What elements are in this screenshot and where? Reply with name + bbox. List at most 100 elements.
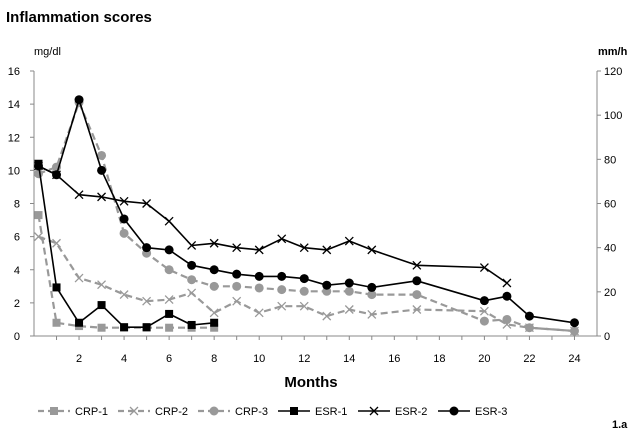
legend-item-esr-1: ESR-1 — [278, 406, 347, 418]
data-point-crp-3 — [277, 285, 287, 295]
legend-marker-crp-2 — [129, 406, 139, 416]
legend-label-esr-1: ESR-1 — [315, 406, 347, 418]
data-point-crp-2 — [187, 288, 197, 298]
data-point-esr-3 — [209, 265, 219, 275]
data-point-crp-3 — [34, 169, 44, 179]
data-point-crp-3 — [254, 283, 264, 293]
data-point-crp-3 — [299, 286, 309, 296]
x-tick-label: 2 — [76, 353, 82, 365]
data-point-esr-2 — [142, 199, 152, 208]
x-tick-label: 18 — [433, 353, 445, 365]
data-point-esr-3 — [502, 291, 512, 301]
data-point-crp-3 — [569, 326, 579, 336]
left-tick-label: 14 — [8, 99, 20, 111]
data-point-esr-2 — [299, 243, 309, 253]
data-point-crp-2 — [74, 273, 84, 283]
data-point-esr-2 — [479, 263, 489, 273]
x-tick-label: 14 — [343, 353, 355, 365]
data-point-crp-1 — [165, 323, 174, 332]
right-tick-label: 20 — [604, 287, 616, 299]
data-point-esr-3 — [34, 161, 44, 171]
series-line-esr-1 — [37, 163, 215, 328]
data-point-crp-2 — [209, 308, 219, 318]
legend-item-crp-3: CRP-3 — [198, 406, 268, 418]
data-point-esr-3 — [97, 165, 107, 175]
data-point-esr-3 — [569, 318, 579, 328]
legend-label-crp-1: CRP-1 — [75, 406, 108, 418]
left-tick-label: 0 — [14, 331, 20, 343]
data-point-esr-3 — [524, 311, 534, 321]
figure-label: 1.a — [612, 419, 628, 431]
right-tick-label: 60 — [604, 199, 616, 211]
left-axis-unit: mg/dl — [34, 46, 61, 58]
data-point-esr-1 — [210, 318, 219, 327]
data-point-esr-2 — [164, 216, 174, 226]
data-point-esr-3 — [74, 95, 84, 105]
data-point-esr-3 — [164, 245, 174, 255]
data-point-esr-1 — [165, 309, 174, 318]
legend: CRP-1 CRP-2 CRP-3 ESR-1 ESR-2 ESR-3 — [38, 406, 507, 418]
x-tick-label: 24 — [568, 353, 580, 365]
data-point-crp-2 — [254, 308, 264, 318]
left-tick-label: 4 — [14, 265, 20, 277]
left-tick-label: 8 — [14, 199, 20, 211]
data-point-esr-1 — [75, 318, 84, 327]
legend-label-esr-3: ESR-3 — [475, 406, 507, 418]
data-point-esr-3 — [412, 276, 422, 286]
data-point-crp-1 — [97, 323, 106, 332]
legend-label-crp-2: CRP-2 — [155, 406, 188, 418]
data-point-crp-2 — [119, 290, 129, 300]
data-point-crp-2 — [367, 310, 377, 319]
legend-marker-esr-3 — [449, 406, 459, 416]
right-tick-label: 40 — [604, 243, 616, 255]
data-point-crp-3 — [524, 323, 534, 333]
series-crp-3 — [34, 97, 579, 336]
data-point-esr-2 — [254, 245, 264, 255]
x-axis-label: Months — [284, 374, 337, 391]
data-point-crp-2 — [277, 301, 287, 311]
data-point-esr-3 — [479, 296, 489, 306]
data-point-esr-3 — [232, 269, 242, 279]
data-point-crp-3 — [367, 290, 377, 300]
x-tick-label: 8 — [211, 353, 217, 365]
data-point-crp-1 — [34, 211, 43, 220]
data-point-esr-2 — [367, 245, 377, 255]
data-point-esr-3 — [277, 271, 287, 281]
data-point-crp-3 — [187, 275, 197, 285]
data-point-esr-2 — [97, 192, 107, 202]
series-line-esr-2 — [38, 165, 508, 284]
x-tick-label: 20 — [478, 353, 490, 365]
data-point-crp-1 — [52, 318, 61, 327]
data-point-esr-3 — [299, 274, 309, 284]
data-point-crp-2 — [34, 232, 43, 242]
data-point-crp-3 — [232, 281, 242, 291]
data-point-crp-3 — [164, 265, 174, 275]
right-axis-unit: mm/h — [598, 46, 628, 58]
data-point-crp-2 — [232, 296, 242, 306]
x-tick-label: 4 — [121, 353, 127, 365]
data-point-crp-2 — [52, 238, 61, 248]
data-point-esr-2 — [187, 240, 197, 250]
x-tick-label: 12 — [298, 353, 310, 365]
legend-marker-crp-1 — [50, 407, 58, 415]
right-tick-label: 80 — [604, 154, 616, 166]
data-point-esr-3 — [119, 214, 129, 224]
data-point-crp-2 — [412, 305, 422, 314]
data-point-crp-2 — [142, 296, 152, 306]
legend-marker-crp-3 — [209, 406, 219, 416]
legend-marker-esr-1 — [290, 407, 298, 415]
left-tick-label: 6 — [14, 232, 20, 244]
right-tick-label: 0 — [604, 331, 610, 343]
data-point-crp-3 — [209, 281, 219, 291]
x-tick-label: 6 — [166, 353, 172, 365]
data-point-crp-2 — [479, 306, 489, 316]
data-point-crp-3 — [97, 150, 107, 160]
x-tick-label: 16 — [388, 353, 400, 365]
left-tick-label: 16 — [8, 66, 20, 78]
data-point-crp-3 — [412, 290, 422, 300]
legend-item-crp-1: CRP-1 — [38, 406, 108, 418]
data-point-esr-3 — [254, 271, 264, 281]
legend-label-esr-2: ESR-2 — [395, 406, 427, 418]
